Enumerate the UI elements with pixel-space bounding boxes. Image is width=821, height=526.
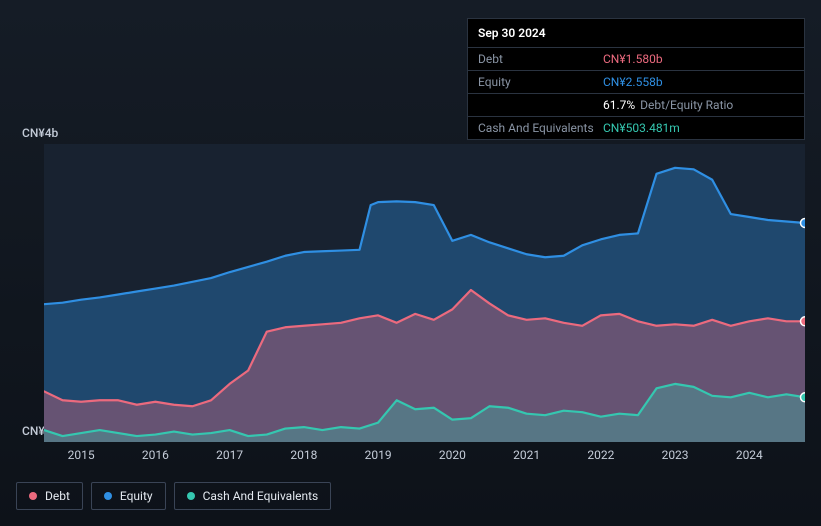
tooltip-row: DebtCN¥1.580b — [468, 48, 804, 71]
x-axis-tick-label: 2021 — [513, 448, 540, 462]
x-axis-tick-label: 2024 — [736, 448, 763, 462]
tooltip-row-label: Equity — [478, 75, 603, 89]
legend-dot-icon — [104, 492, 112, 500]
series-end-marker — [801, 393, 806, 402]
chart-container: Sep 30 2024 DebtCN¥1.580bEquityCN¥2.558b… — [0, 0, 821, 526]
y-axis-label-max: CN¥4b — [22, 126, 58, 140]
chart-tooltip: Sep 30 2024 DebtCN¥1.580bEquityCN¥2.558b… — [467, 18, 805, 140]
x-axis-tick-label: 2020 — [439, 448, 466, 462]
tooltip-row-label: Debt — [478, 52, 603, 66]
tooltip-row: 61.7% Debt/Equity Ratio — [468, 94, 804, 117]
tooltip-row-value: CN¥503.481m — [603, 121, 680, 135]
series-end-marker — [801, 218, 806, 227]
x-axis-tick-label: 2017 — [216, 448, 243, 462]
x-axis-tick-label: 2016 — [142, 448, 169, 462]
x-axis-labels: 2015 2016 2017 2018 2019 2020 2021 2022 2023 2024 — [44, 448, 805, 464]
legend-label: Equity — [120, 489, 153, 503]
tooltip-row-label — [478, 98, 603, 112]
x-axis-tick-label: 2015 — [68, 448, 95, 462]
tooltip-row: Cash And EquivalentsCN¥503.481m — [468, 117, 804, 139]
legend-label: Cash And Equivalents — [203, 489, 319, 503]
legend-item[interactable]: Equity — [91, 482, 166, 510]
x-axis-tick-label: 2018 — [290, 448, 317, 462]
legend-label: Debt — [45, 489, 70, 503]
chart-svg — [44, 144, 805, 442]
tooltip-rows: DebtCN¥1.580bEquityCN¥2.558b61.7% Debt/E… — [468, 48, 804, 139]
tooltip-row-value: CN¥1.580b — [603, 52, 663, 66]
chart-legend: Debt Equity Cash And Equivalents — [16, 482, 331, 510]
series-end-marker — [801, 317, 806, 326]
legend-item[interactable]: Cash And Equivalents — [174, 482, 332, 510]
x-axis-tick-label: 2019 — [365, 448, 392, 462]
tooltip-date: Sep 30 2024 — [468, 19, 804, 48]
tooltip-row-value: 61.7% Debt/Equity Ratio — [603, 98, 733, 112]
tooltip-row-value: CN¥2.558b — [603, 75, 663, 89]
chart-plot-area[interactable] — [44, 144, 805, 442]
tooltip-row-label: Cash And Equivalents — [478, 121, 603, 135]
legend-dot-icon — [29, 492, 37, 500]
x-axis-tick-label: 2023 — [662, 448, 689, 462]
tooltip-row-secondary: Debt/Equity Ratio — [637, 98, 733, 112]
tooltip-row: EquityCN¥2.558b — [468, 71, 804, 94]
legend-dot-icon — [187, 492, 195, 500]
legend-item[interactable]: Debt — [16, 482, 83, 510]
x-axis-tick-label: 2022 — [587, 448, 614, 462]
